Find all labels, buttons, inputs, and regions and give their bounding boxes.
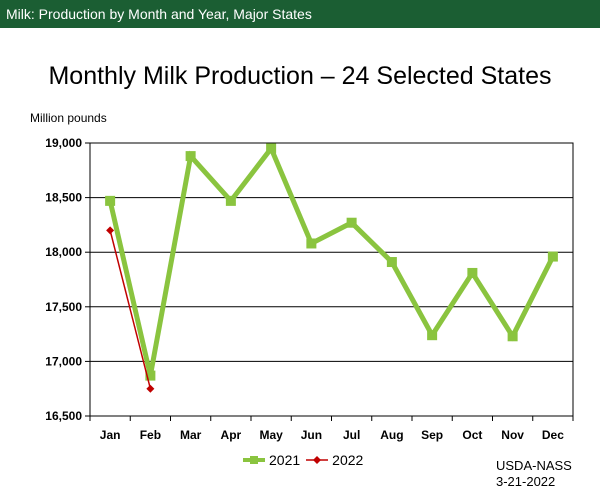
data-point-2022	[106, 226, 115, 235]
x-tick-label: Jun	[301, 428, 322, 442]
data-point-2021	[105, 195, 116, 206]
legend-swatch-2021	[243, 456, 265, 464]
series-line-2022	[109, 230, 152, 389]
data-point-2021	[547, 251, 558, 262]
y-tick-label: 18,500	[45, 191, 82, 205]
y-tick-label: 18,000	[45, 245, 82, 259]
x-tick-label: Oct	[462, 428, 482, 442]
source-note: USDA-NASS 3-21-2022	[496, 458, 572, 490]
y-tick-label: 17,500	[45, 300, 82, 314]
x-tick-label: Apr	[221, 428, 242, 442]
data-point-2021	[467, 267, 478, 278]
x-tick-label: Feb	[140, 428, 161, 442]
data-point-2021	[185, 151, 196, 162]
header-title: Milk: Production by Month and Year, Majo…	[6, 6, 312, 22]
data-point-2021	[225, 195, 236, 206]
y-tick-label: 17,000	[45, 354, 82, 368]
legend-label-2021: 2021	[269, 452, 301, 468]
x-tick-label: Jan	[100, 428, 121, 442]
legend-item-2021: 2021	[243, 452, 300, 468]
data-point-2021	[346, 217, 357, 228]
data-point-2021	[145, 370, 156, 381]
y-tick-label: 19,000	[45, 136, 82, 150]
legend-label-2022: 2022	[332, 452, 364, 468]
legend-swatch-2022	[306, 456, 329, 464]
x-tick-label: Nov	[501, 428, 524, 442]
plot-area	[89, 142, 574, 417]
x-tick-label: Sep	[421, 428, 443, 442]
header-bar: Milk: Production by Month and Year, Majo…	[0, 0, 600, 28]
series-line-2021	[107, 143, 556, 377]
legend-item-2022: 2022	[306, 452, 363, 468]
data-point-2021	[427, 330, 438, 341]
data-point-2022	[146, 384, 155, 393]
x-tick-label: Mar	[180, 428, 202, 442]
y-tick-label: 16,500	[45, 409, 82, 423]
x-tick-label: May	[259, 428, 283, 442]
legend: 2021 2022	[243, 452, 363, 468]
y-axis-unit-label: Million pounds	[30, 111, 107, 125]
chart-title: Monthly Milk Production – 24 Selected St…	[48, 62, 552, 90]
data-point-2021	[386, 257, 397, 268]
x-tick-label: Jul	[343, 428, 360, 442]
source-date: 3-21-2022	[496, 474, 556, 489]
data-point-2021	[306, 238, 317, 249]
data-point-2021	[266, 143, 277, 154]
source-agency: USDA-NASS	[496, 458, 572, 473]
data-point-2021	[507, 331, 518, 342]
x-tick-label: Dec	[542, 428, 564, 442]
x-tick-label: Aug	[380, 428, 403, 442]
